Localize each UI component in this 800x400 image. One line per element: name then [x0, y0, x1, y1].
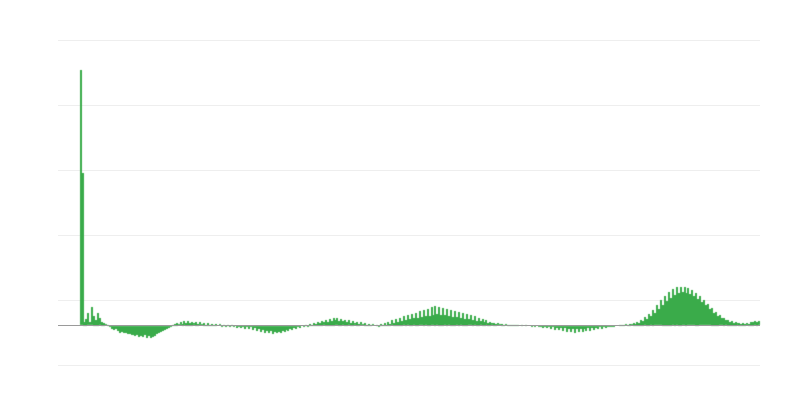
zero-baseline-axis [58, 325, 760, 326]
